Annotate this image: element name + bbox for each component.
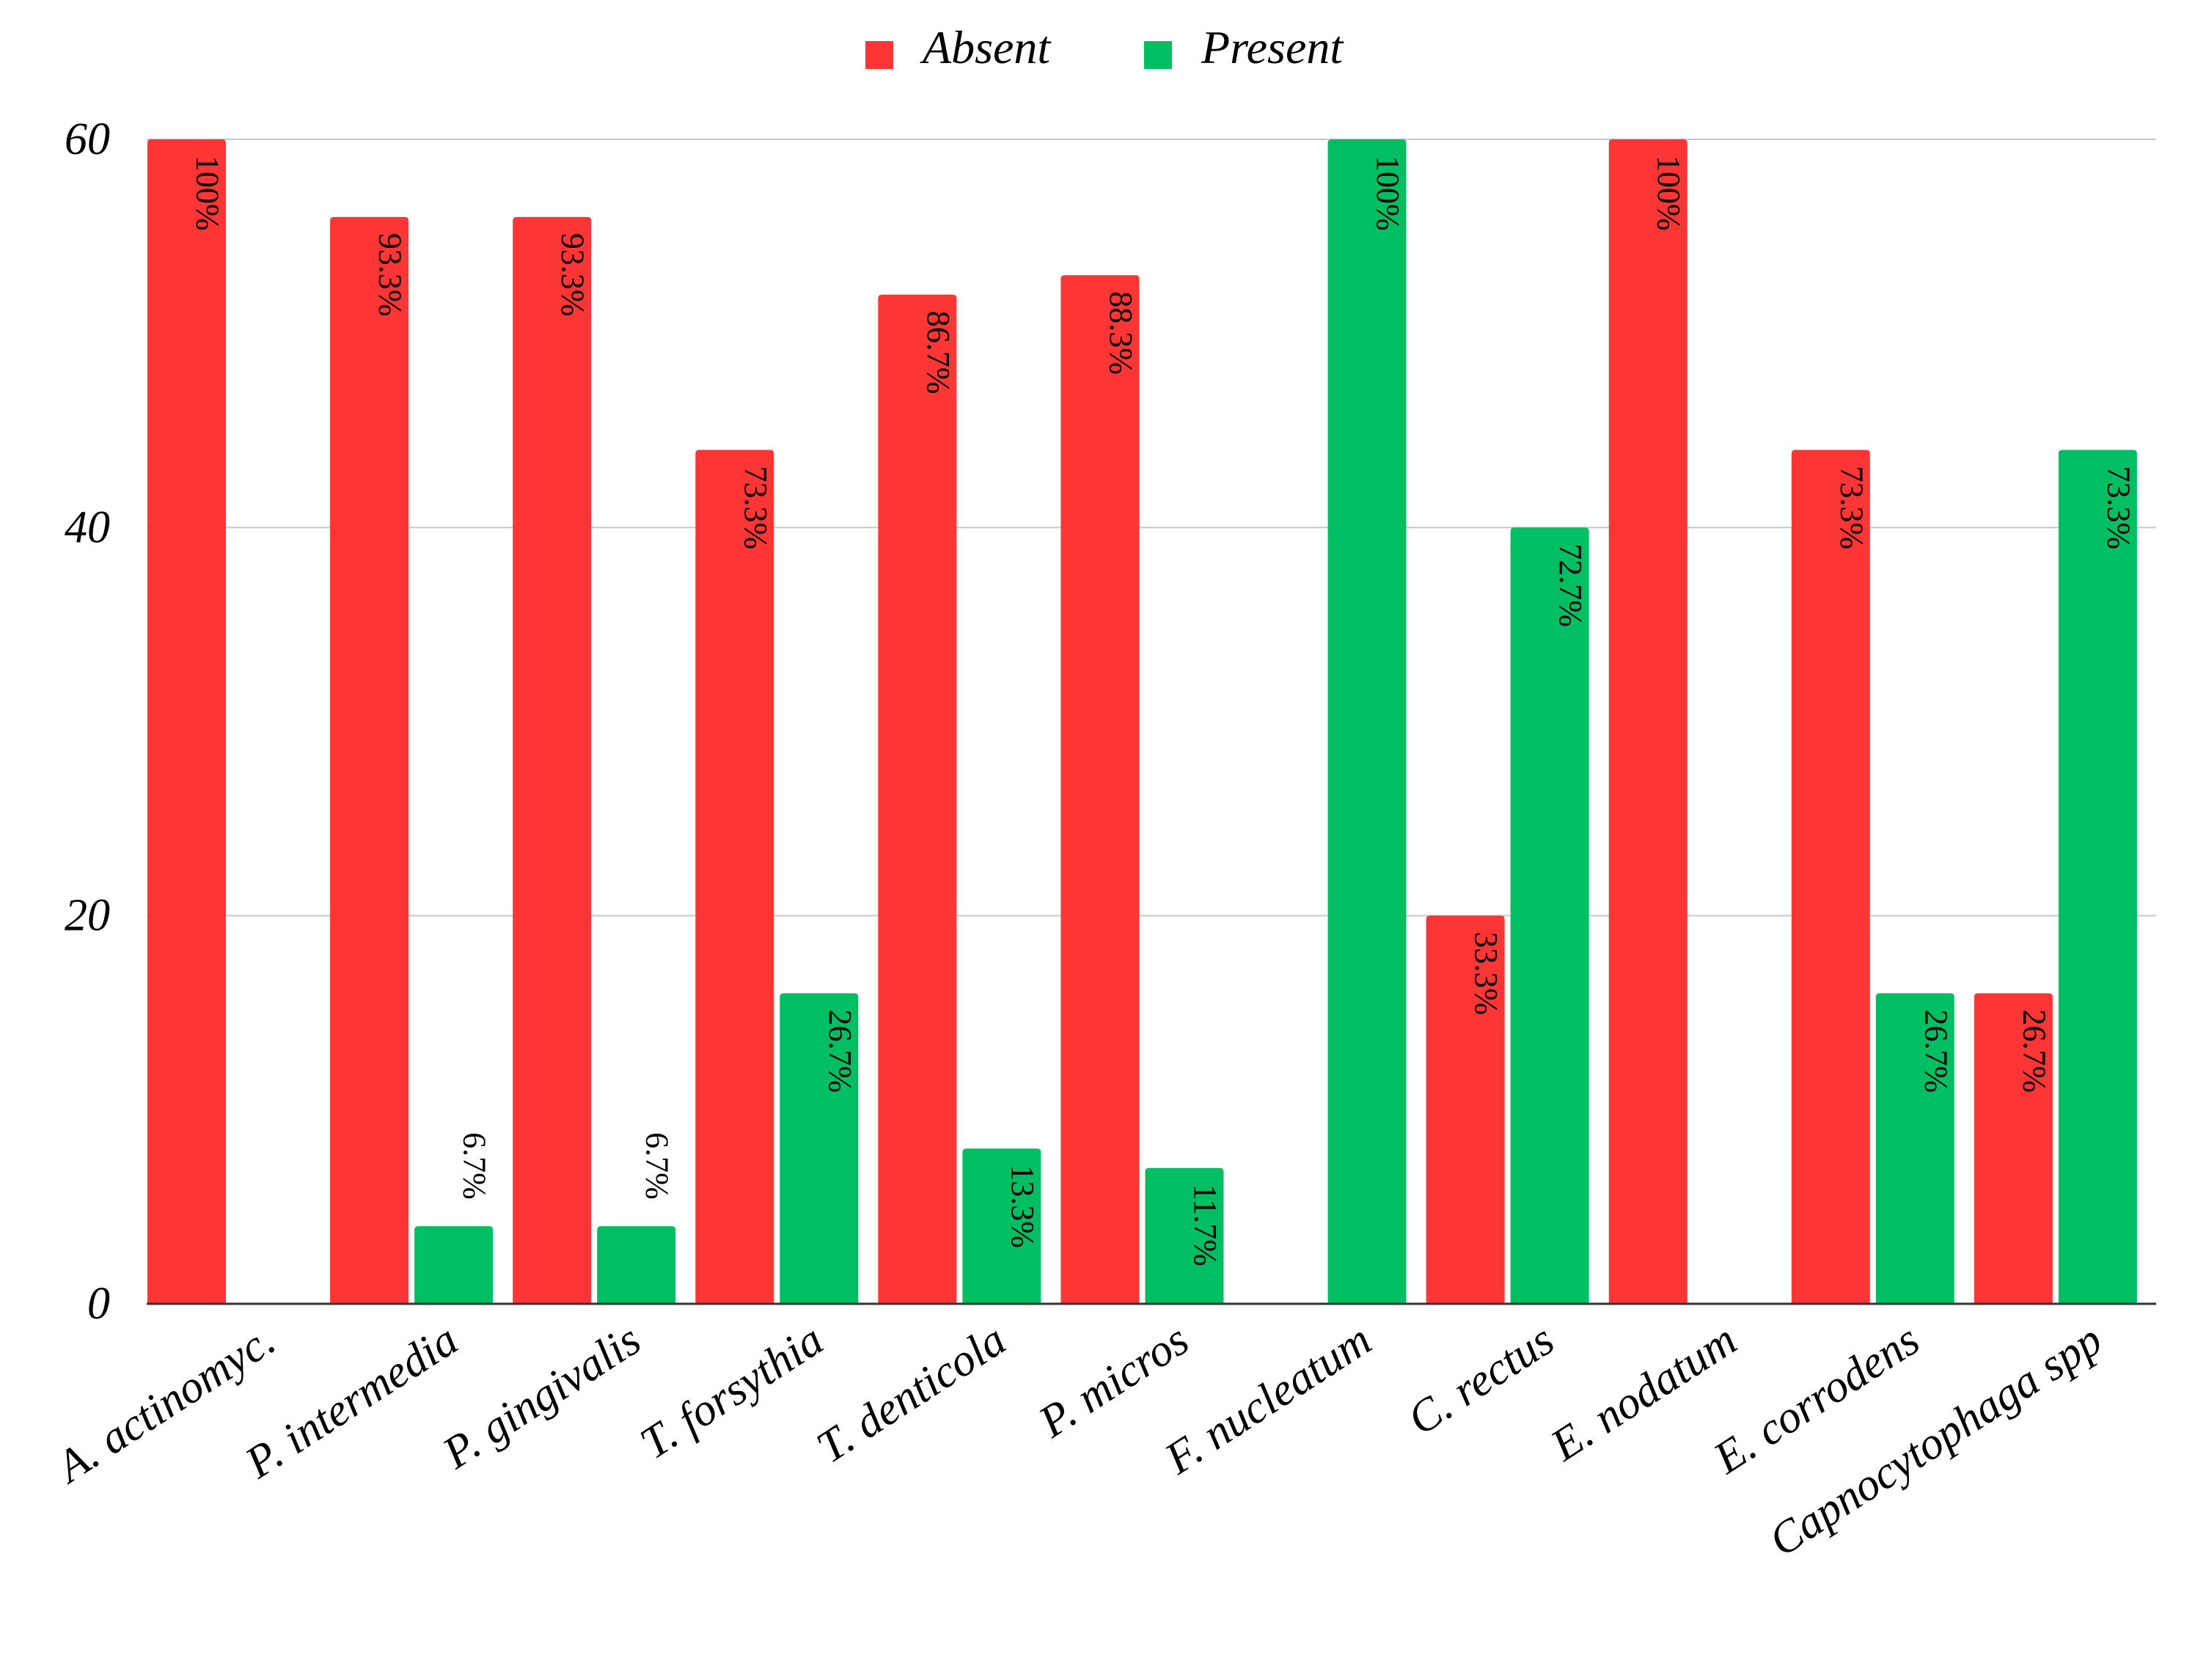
data-label-absent: 93.3% — [373, 233, 408, 317]
data-label-present: 26.7% — [1918, 1010, 1954, 1093]
legend-swatch-present — [1144, 41, 1172, 69]
legend: Absent Present — [865, 21, 1344, 73]
bar-chart: Absent Present 0 20 40 60 100% 93.3% 6.7% 93.3… — [0, 0, 2195, 1680]
bar-present — [1328, 139, 1407, 1304]
x-tick-label: T. forsythia — [631, 1315, 832, 1469]
data-label-present: 11.7% — [1187, 1184, 1223, 1266]
data-label-absent: 73.3% — [738, 466, 774, 549]
data-label-absent: 100% — [1651, 155, 1687, 231]
x-tick-label: T. denticola — [808, 1315, 1015, 1473]
bar-absent — [1060, 275, 1139, 1304]
legend-label-absent: Absent — [920, 21, 1052, 73]
bar-absent — [878, 295, 956, 1304]
data-label-absent: 33.3% — [1468, 932, 1504, 1016]
bar-absent — [1792, 450, 1870, 1304]
data-label-present: 6.7% — [457, 1132, 493, 1200]
legend-label-present: Present — [1201, 21, 1344, 73]
data-label-absent: 93.3% — [555, 233, 591, 317]
x-tick-label: Capnocytophaga spp — [1761, 1315, 2111, 1566]
bar-present — [414, 1226, 493, 1304]
bar-absent — [330, 217, 408, 1304]
data-label-present: 13.3% — [1005, 1164, 1041, 1248]
data-label-present: 100% — [1370, 155, 1406, 231]
x-tick-label: P. micros — [1030, 1315, 1198, 1448]
data-label-absent: 100% — [190, 155, 226, 231]
data-label-present: 73.3% — [2100, 466, 2136, 549]
x-tick-label: F. nucleatum — [1156, 1315, 1380, 1484]
bar-present — [597, 1226, 675, 1304]
data-label-absent: 86.7% — [920, 311, 956, 395]
y-tick-label: 60 — [65, 114, 110, 164]
data-label-absent: 73.3% — [1833, 466, 1869, 549]
data-label-present: 26.7% — [822, 1010, 858, 1093]
data-label-absent: 26.7% — [2016, 1010, 2052, 1093]
y-tick-label: 40 — [65, 502, 110, 552]
bar-absent — [1609, 139, 1688, 1304]
data-label-present: 72.7% — [1553, 543, 1588, 627]
y-axis: 0 20 40 60 — [65, 114, 110, 1329]
bar-absent — [513, 217, 591, 1304]
bar-absent — [147, 139, 226, 1304]
data-label-absent: 88.3% — [1103, 291, 1139, 375]
y-tick-label: 20 — [65, 891, 110, 941]
bar-absent — [695, 450, 774, 1304]
bars — [147, 139, 2137, 1304]
x-tick-label: C. rectus — [1399, 1315, 1563, 1445]
data-label-present: 6.7% — [640, 1132, 675, 1200]
y-tick-label: 0 — [87, 1279, 110, 1329]
legend-swatch-absent — [865, 41, 893, 69]
x-tick-label: A. actinomyc. — [45, 1315, 284, 1494]
bar-present — [1511, 527, 1589, 1304]
bar-present — [2059, 450, 2137, 1304]
x-tick-label: P. gingivalis — [433, 1315, 649, 1479]
